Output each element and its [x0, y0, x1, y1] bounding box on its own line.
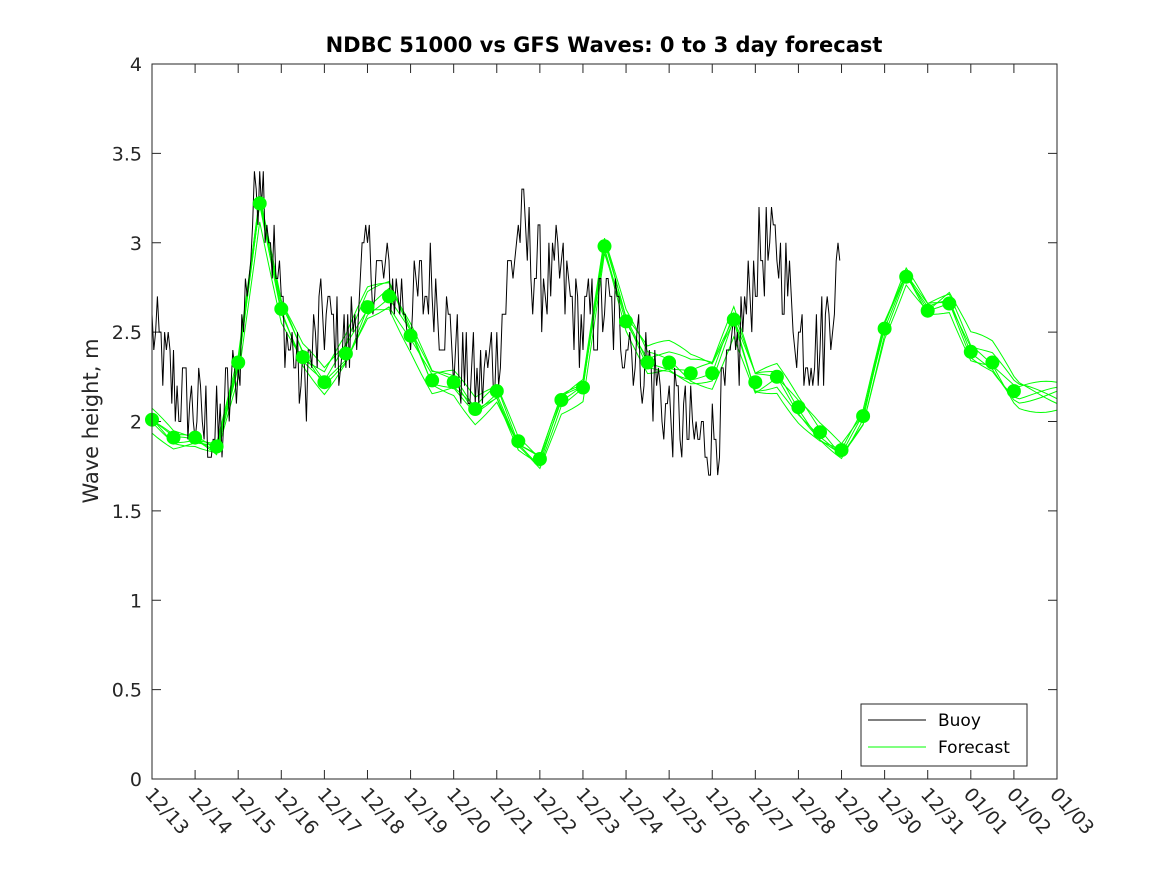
y-tick-label: 2 — [130, 412, 142, 434]
forecast-point — [942, 296, 957, 311]
y-tick-label: 4 — [130, 54, 142, 76]
forecast-point — [532, 452, 547, 466]
legend-forecast-label: Forecast — [938, 738, 1010, 758]
forecast-point — [813, 425, 827, 440]
plot-area — [152, 64, 1057, 779]
forecast-point — [446, 375, 461, 390]
legend-box — [860, 703, 1028, 767]
y-axis-label: Wave height, m — [79, 338, 103, 503]
forecast-point — [877, 321, 892, 336]
forecast-point — [554, 393, 569, 407]
forecast-analysis-points — [145, 196, 1021, 466]
forecast-point — [791, 400, 806, 415]
forecast-point — [317, 375, 332, 390]
plot-background — [152, 64, 1057, 779]
forecast-point — [834, 443, 849, 458]
forecast-point — [425, 373, 440, 388]
forecast-point — [683, 366, 698, 381]
forecast-point — [231, 355, 246, 370]
buoy-series — [151, 171, 841, 476]
forecast-point — [252, 196, 267, 211]
forecast-point — [360, 300, 375, 315]
forecast-point — [899, 269, 914, 284]
forecast-point — [295, 350, 310, 365]
y-tick-label: 3 — [130, 233, 142, 255]
y-tick-label: 2.5 — [112, 322, 142, 344]
forecast-point — [640, 355, 655, 370]
legend: Buoy Forecast — [860, 703, 1028, 767]
forecast-point — [188, 430, 203, 445]
forecast-point — [985, 355, 1000, 370]
forecast-point — [338, 346, 353, 361]
forecast-point — [576, 380, 590, 395]
forecast-point — [209, 439, 224, 454]
buoy-observed-line — [151, 171, 841, 476]
y-tick-label: 1 — [130, 590, 142, 612]
forecast-point — [963, 344, 978, 359]
forecast-point — [274, 301, 289, 316]
forecast-point — [468, 402, 483, 416]
y-tick-label: 3.5 — [112, 143, 142, 165]
forecast-point — [597, 239, 612, 254]
forecast-point — [662, 355, 677, 370]
forecast-point — [856, 409, 871, 424]
plot-frame — [151, 63, 1058, 780]
y-tick-label: 0.5 — [112, 680, 142, 702]
y-tick-label: 1.5 — [112, 501, 142, 523]
forecast-point — [1006, 384, 1021, 399]
forecast-point — [403, 328, 418, 343]
chart-title: NDBC 51000 vs GFS Waves: 0 to 3 day fore… — [326, 33, 883, 57]
forecast-point — [769, 369, 784, 384]
forecast-point — [619, 314, 633, 329]
forecast-point — [705, 366, 720, 381]
forecast-point — [748, 375, 763, 390]
forecast-point — [511, 434, 526, 449]
y-tick-labels: 0 0.5 1 1.5 2 2.5 3 3.5 4 — [112, 54, 142, 791]
forecast-point — [920, 303, 935, 318]
forecast-point — [166, 430, 181, 445]
y-tick-label: 0 — [130, 769, 142, 791]
forecast-point — [382, 289, 396, 304]
forecast-point — [726, 312, 741, 327]
forecast-point — [489, 384, 504, 399]
legend-buoy-label: Buoy — [938, 711, 981, 731]
